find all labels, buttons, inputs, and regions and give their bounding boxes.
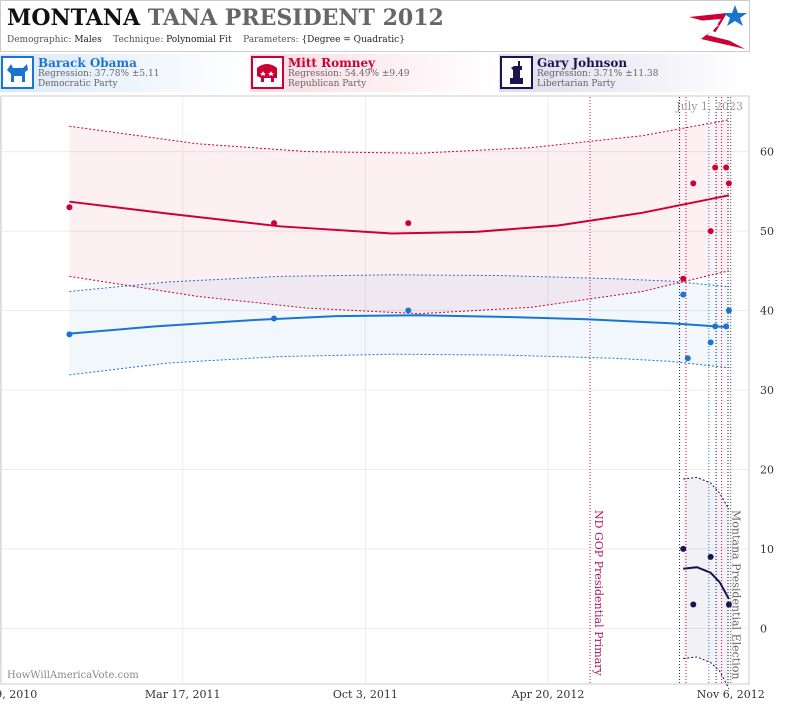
corner-date-label: July 1, 2023 [675, 100, 743, 113]
chart-title: MONTANA TANA PRESIDENT 2012 [7, 5, 444, 31]
candidate-party: Republican Party [288, 79, 367, 89]
poll-point [712, 164, 719, 171]
event-label: Montana Presidential Election [730, 510, 743, 679]
trend-line [69, 194, 730, 235]
title-race: TANA PRESIDENT [147, 5, 375, 31]
poll-point [725, 180, 732, 187]
candidate-name: Barack Obama [38, 56, 137, 70]
demographic-label: Demographic: [7, 35, 72, 45]
parameters-label: Parameters: [243, 35, 299, 45]
poll-point [723, 164, 730, 171]
parameters-value: {Degree = Quadratic} [301, 35, 405, 45]
title-state: MONTANA [7, 5, 141, 31]
chart-parameters: Demographic: Males Technique: Polynomial… [7, 35, 405, 45]
trend-line [683, 566, 730, 600]
y-tick-label: 10 [760, 543, 774, 556]
demographic-value: Males [74, 35, 102, 45]
confidence-bands [69, 119, 730, 689]
poll-point [271, 220, 278, 227]
poll-point [707, 553, 714, 560]
poll-point [405, 220, 412, 227]
x-tick-label: Apr 20, 2012 [511, 688, 585, 701]
poll-point [712, 323, 719, 330]
poll-point [723, 323, 730, 330]
poll-point [66, 204, 73, 211]
poll-point [405, 307, 412, 314]
candidate-regression: Regression: 3.71% ±11.38 [537, 69, 659, 79]
y-tick-label: 50 [760, 225, 774, 238]
poll-point [690, 601, 697, 608]
technique-label: Technique: [113, 35, 164, 45]
axis-labels: 0 10 20 30 40 50 60 Aug 29, 2010 Mar 17, 2011 Oct… [0, 146, 774, 701]
poll-point [684, 355, 691, 362]
poll-point [707, 339, 714, 346]
y-tick-label: 30 [760, 384, 774, 397]
poll-point [680, 291, 687, 298]
y-tick-label: 40 [760, 305, 774, 318]
confidence-band [69, 274, 729, 375]
poll-point [725, 307, 732, 314]
candidate-name: Mitt Romney [288, 56, 376, 70]
poll-point [680, 545, 687, 552]
candidate-party: Libertarian Party [537, 79, 616, 89]
statue-of-liberty-icon [500, 56, 533, 89]
candidate-regression: Regression: 54.49% ±9.49 [288, 69, 410, 79]
candidate-name: Gary Johnson [537, 56, 628, 70]
technique-value: Polynomial Fit [166, 35, 232, 45]
candidate-card-obama: Barack Obama Regression: 37.78% ±5.11 De… [0, 54, 247, 92]
x-tick-label: Aug 29, 2010 [0, 688, 37, 701]
candidate-card-johnson: Gary Johnson Regression: 3.71% ±11.38 Li… [499, 54, 746, 92]
band-lower-line [683, 656, 730, 689]
elephant-icon [251, 56, 284, 89]
poll-points [66, 164, 732, 608]
y-tick-label: 0 [760, 622, 767, 635]
poll-point [725, 601, 732, 608]
title-year: 2012 [382, 5, 444, 31]
band-upper-line [69, 119, 729, 154]
chart-header: MONTANA TANA PRESIDENT 2012 Demographic:… [0, 0, 750, 52]
confidence-band [683, 477, 729, 689]
poll-point [680, 275, 687, 282]
band-lower-line [69, 353, 729, 376]
band-upper-line [683, 476, 730, 510]
x-tick-label: Nov 6, 2012 [697, 688, 765, 701]
candidate-party: Democratic Party [38, 79, 118, 89]
donkey-icon [1, 56, 34, 89]
y-tick-label: 60 [760, 146, 774, 159]
watermark: HowWillAmericaVote.com [7, 670, 139, 681]
band-upper-line [69, 274, 729, 292]
poll-point [690, 180, 697, 187]
x-tick-label: Mar 17, 2011 [145, 688, 221, 701]
candidate-regression: Regression: 37.78% ±5.11 [38, 69, 160, 79]
event-label: ND GOP Presidential Primary [592, 510, 605, 677]
trend-lines [69, 194, 730, 600]
poll-point [66, 331, 73, 338]
grid-lines [0, 97, 748, 683]
trend-line [69, 314, 729, 335]
confidence-band [69, 119, 729, 314]
star-flag-logo-icon [689, 5, 747, 49]
x-tick-label: Oct 3, 2011 [333, 688, 398, 701]
poll-point [707, 228, 714, 235]
event-lines: ND GOP Presidential Primary Montana Presi… [589, 97, 743, 683]
candidate-card-romney: Mitt Romney Regression: 54.49% ±9.49 Rep… [250, 54, 497, 92]
poll-point [271, 315, 278, 322]
y-tick-label: 20 [760, 463, 774, 476]
band-lower-line [69, 270, 730, 315]
